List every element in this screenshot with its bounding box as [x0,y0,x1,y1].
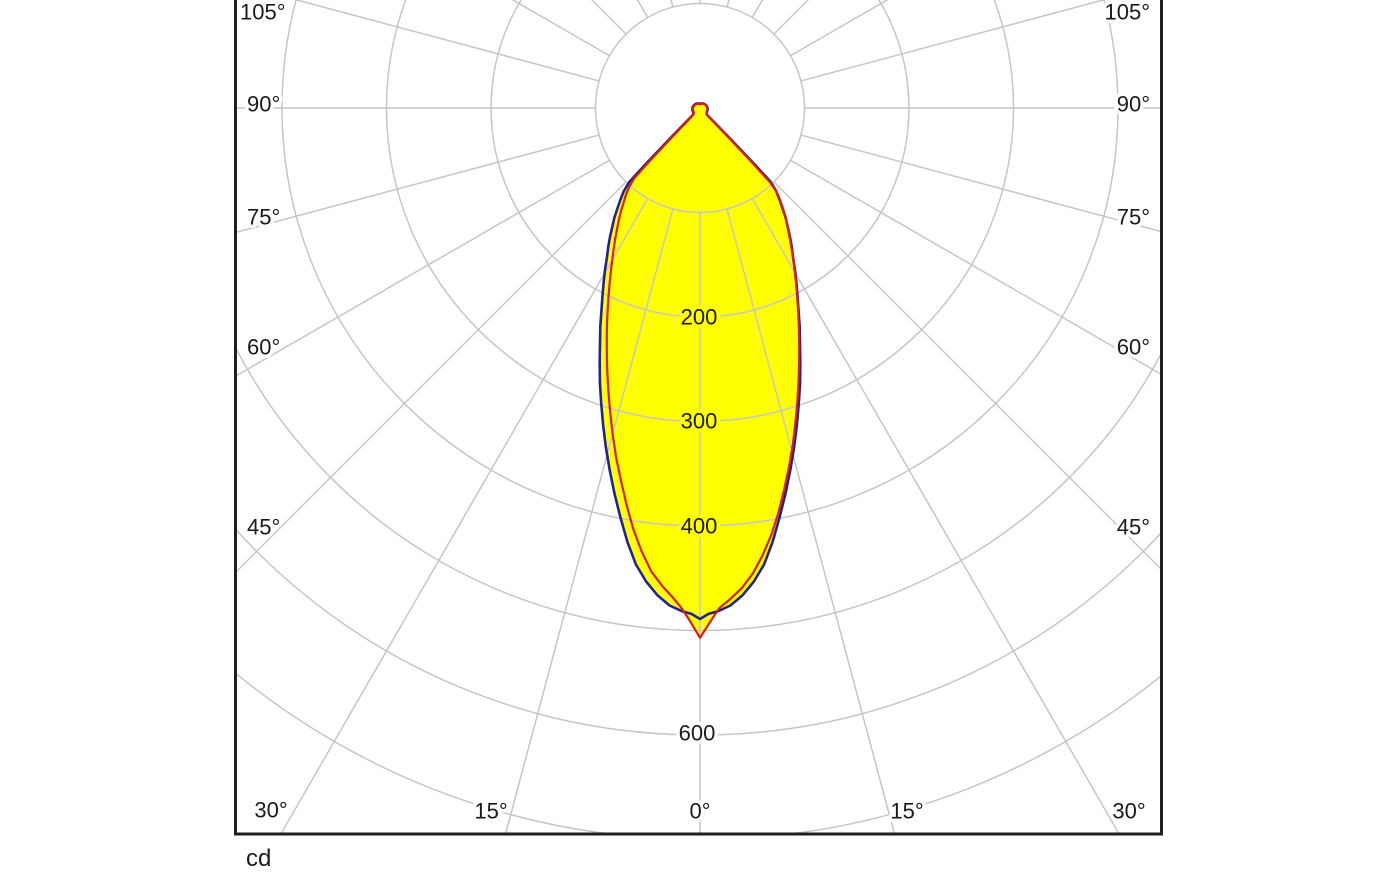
grid-radial [236,181,627,573]
angle-tick-label: 30° [254,798,287,823]
angle-tick-label: 75° [247,205,280,230]
angle-tick-label: 45° [1117,515,1150,540]
angle-tick-label: 15° [890,799,923,824]
red-curve [605,102,801,639]
grid-radial [790,0,889,57]
grid-radial [800,134,1161,233]
grid-radial [751,0,764,18]
grid-radial [236,159,610,377]
beam-fill [606,103,800,638]
plot-border [234,0,1163,836]
grid-radial [773,0,810,35]
unit-label: cd [246,845,272,872]
angle-tick-label: 60° [247,335,280,360]
grid-radial [511,0,610,57]
ring-value-label: 200 [681,305,718,330]
angle-tick-label: 90° [1117,92,1150,117]
grid-radial [505,208,674,833]
angle-tick-label: 0° [689,799,710,824]
grid-radial [236,134,600,233]
grid-radial [773,181,1161,570]
labels-layer: 200 300 400 600 105° 90° 75° 60° 45° 30° 15° 0° 15° 3… [237,0,1154,827]
angle-tick-label: 15° [474,799,507,824]
grid-radial [800,0,1106,82]
angle-tick-label: 45° [247,515,280,540]
angle-tick-label: 90° [247,92,280,117]
angle-tick-label: 105° [240,0,286,25]
grid-radial [726,208,895,833]
grid-radial [294,0,600,82]
grid-radial [670,0,674,8]
grid-radial [590,0,627,35]
grid-radial [751,198,1120,833]
angle-tick-label: 105° [1104,0,1150,25]
angle-tick-label: 75° [1117,205,1150,230]
grid-radial [790,159,1161,375]
angle-tick-label: 30° [1112,799,1145,824]
ring-value-label: 600 [679,721,716,746]
ring-value-label: 400 [681,514,718,539]
ring-value-label: 300 [681,409,718,434]
angle-tick-label: 60° [1117,335,1150,360]
grid-radial [636,0,649,18]
grid-radial [726,0,730,8]
grid-radial [280,198,649,833]
